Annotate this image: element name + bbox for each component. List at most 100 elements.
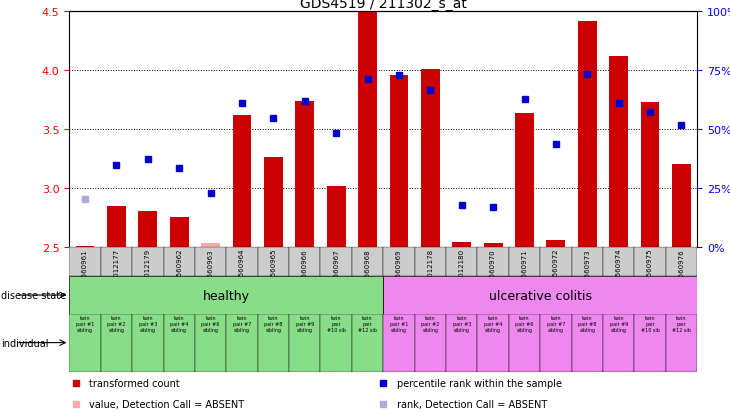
Text: GSM560973: GSM560973 bbox=[584, 248, 591, 291]
Text: twin
pair #1
sibling: twin pair #1 sibling bbox=[76, 316, 94, 332]
Bar bbox=[101, 248, 132, 277]
Bar bbox=[226, 314, 258, 372]
Bar bbox=[69, 277, 383, 314]
Bar bbox=[666, 314, 697, 372]
Text: GSM560971: GSM560971 bbox=[521, 248, 528, 291]
Text: GSM560972: GSM560972 bbox=[553, 248, 559, 291]
Bar bbox=[484, 243, 502, 248]
Bar bbox=[69, 314, 101, 372]
Text: transformed count: transformed count bbox=[90, 378, 180, 388]
Text: GSM560967: GSM560967 bbox=[333, 248, 339, 291]
Text: GSM560976: GSM560976 bbox=[678, 248, 685, 291]
Text: twin
pair #4
sibling: twin pair #4 sibling bbox=[484, 316, 502, 332]
Text: twin
pair #6
sibling: twin pair #6 sibling bbox=[515, 316, 534, 332]
Bar bbox=[672, 164, 691, 248]
Bar bbox=[195, 248, 226, 277]
Text: GSM1012178: GSM1012178 bbox=[427, 248, 434, 295]
Bar bbox=[453, 242, 471, 248]
Text: twin
pair #7
sibling: twin pair #7 sibling bbox=[547, 316, 565, 332]
Text: twin
pair #9
sibling: twin pair #9 sibling bbox=[610, 316, 628, 332]
Bar bbox=[666, 248, 697, 277]
Bar bbox=[320, 248, 352, 277]
Bar bbox=[76, 247, 94, 248]
Text: GSM560968: GSM560968 bbox=[364, 248, 371, 291]
Bar bbox=[132, 248, 164, 277]
Text: ulcerative colitis: ulcerative colitis bbox=[488, 289, 592, 302]
Bar bbox=[383, 248, 415, 277]
Text: disease state: disease state bbox=[1, 290, 66, 300]
Bar bbox=[603, 314, 634, 372]
Bar bbox=[132, 314, 164, 372]
Bar bbox=[164, 314, 195, 372]
Text: GSM1012179: GSM1012179 bbox=[145, 248, 151, 295]
Bar bbox=[101, 314, 132, 372]
Bar bbox=[610, 57, 628, 248]
Bar bbox=[170, 217, 188, 248]
Text: twin
pair
#12 sib: twin pair #12 sib bbox=[672, 316, 691, 332]
Bar bbox=[572, 248, 603, 277]
Bar bbox=[446, 314, 477, 372]
Text: GSM560969: GSM560969 bbox=[396, 248, 402, 291]
Text: twin
pair #8
sibling: twin pair #8 sibling bbox=[578, 316, 596, 332]
Bar bbox=[201, 243, 220, 248]
Bar bbox=[352, 314, 383, 372]
Text: twin
pair #6
sibling: twin pair #6 sibling bbox=[201, 316, 220, 332]
Text: twin
pair #7
sibling: twin pair #7 sibling bbox=[233, 316, 251, 332]
Text: GSM1012180: GSM1012180 bbox=[458, 248, 465, 295]
Bar bbox=[383, 277, 697, 314]
Bar bbox=[296, 102, 314, 248]
Bar bbox=[327, 187, 345, 248]
Bar bbox=[352, 248, 383, 277]
Text: twin
pair #3
sibling: twin pair #3 sibling bbox=[453, 316, 471, 332]
Text: GSM560966: GSM560966 bbox=[301, 248, 308, 291]
Bar bbox=[634, 248, 666, 277]
Bar bbox=[540, 248, 572, 277]
Text: value, Detection Call = ABSENT: value, Detection Call = ABSENT bbox=[90, 399, 245, 409]
Bar bbox=[509, 314, 540, 372]
Text: GSM560963: GSM560963 bbox=[207, 248, 214, 291]
Text: twin
pair
#12 sib: twin pair #12 sib bbox=[358, 316, 377, 332]
Bar bbox=[446, 248, 477, 277]
Text: percentile rank within the sample: percentile rank within the sample bbox=[397, 378, 562, 388]
Text: twin
pair #2
sibling: twin pair #2 sibling bbox=[421, 316, 439, 332]
Text: twin
pair #9
sibling: twin pair #9 sibling bbox=[296, 316, 314, 332]
Bar bbox=[258, 248, 289, 277]
Bar bbox=[164, 248, 195, 277]
Bar bbox=[383, 314, 415, 372]
Text: GSM560962: GSM560962 bbox=[176, 248, 182, 291]
Text: twin
pair #3
sibling: twin pair #3 sibling bbox=[139, 316, 157, 332]
Bar bbox=[358, 12, 377, 248]
Bar bbox=[390, 76, 408, 248]
Bar bbox=[226, 248, 258, 277]
Text: twin
pair
#10 sib: twin pair #10 sib bbox=[641, 316, 659, 332]
Bar bbox=[195, 314, 226, 372]
Bar bbox=[415, 314, 446, 372]
Bar bbox=[477, 314, 509, 372]
Bar bbox=[603, 248, 634, 277]
Text: GSM560965: GSM560965 bbox=[270, 248, 277, 291]
Text: GSM560974: GSM560974 bbox=[615, 248, 622, 291]
Bar bbox=[107, 206, 126, 248]
Title: GDS4519 / 211302_s_at: GDS4519 / 211302_s_at bbox=[300, 0, 466, 12]
Bar bbox=[509, 248, 540, 277]
Bar bbox=[515, 114, 534, 248]
Bar bbox=[258, 314, 289, 372]
Bar bbox=[289, 314, 320, 372]
Text: twin
pair #2
sibling: twin pair #2 sibling bbox=[107, 316, 126, 332]
Bar bbox=[540, 314, 572, 372]
Bar bbox=[572, 314, 603, 372]
Text: individual: individual bbox=[1, 338, 48, 348]
Bar bbox=[289, 248, 320, 277]
Bar bbox=[421, 70, 439, 248]
Text: twin
pair
#10 sib: twin pair #10 sib bbox=[327, 316, 345, 332]
Text: rank, Detection Call = ABSENT: rank, Detection Call = ABSENT bbox=[397, 399, 548, 409]
Bar bbox=[69, 248, 101, 277]
Text: twin
pair #1
sibling: twin pair #1 sibling bbox=[390, 316, 408, 332]
Text: GSM560975: GSM560975 bbox=[647, 248, 653, 291]
Text: GSM560964: GSM560964 bbox=[239, 248, 245, 291]
Text: twin
pair #4
sibling: twin pair #4 sibling bbox=[170, 316, 188, 332]
Bar bbox=[139, 211, 157, 248]
Text: twin
pair #8
sibling: twin pair #8 sibling bbox=[264, 316, 283, 332]
Bar bbox=[641, 103, 659, 248]
Bar bbox=[578, 22, 596, 248]
